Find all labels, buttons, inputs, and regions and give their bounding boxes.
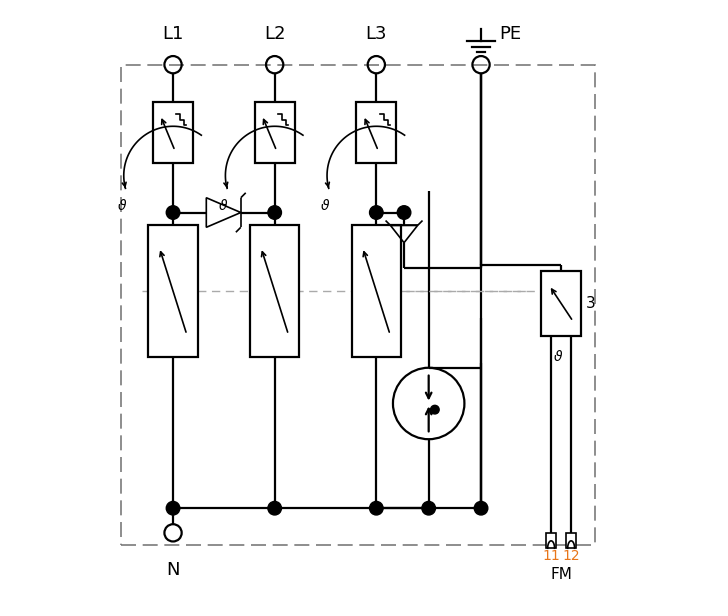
Bar	[352, 225, 401, 357]
Text: ϑ: ϑ	[118, 200, 126, 213]
Bar	[250, 225, 299, 357]
Text: L3: L3	[365, 25, 387, 43]
Text: FM: FM	[550, 567, 572, 582]
Circle shape	[268, 501, 282, 515]
Text: ϑ: ϑ	[219, 200, 228, 213]
Circle shape	[370, 206, 383, 219]
Circle shape	[430, 405, 439, 414]
Circle shape	[268, 206, 282, 219]
Text: ϑ: ϑ	[321, 200, 330, 213]
Bar	[255, 102, 295, 163]
Circle shape	[166, 206, 180, 219]
Text: L1: L1	[162, 25, 183, 43]
Bar	[546, 533, 556, 548]
Text: N: N	[166, 561, 180, 579]
Text: L2: L2	[264, 25, 285, 43]
Bar	[566, 533, 576, 548]
Circle shape	[370, 501, 383, 515]
Circle shape	[422, 501, 435, 515]
Text: 11: 11	[542, 549, 560, 563]
Text: 12: 12	[562, 549, 580, 563]
Bar	[149, 225, 198, 357]
Circle shape	[397, 206, 411, 219]
Bar	[121, 65, 595, 545]
Bar	[541, 271, 581, 336]
Circle shape	[474, 501, 488, 515]
Text: 3: 3	[586, 296, 596, 311]
Bar	[356, 102, 396, 163]
Bar	[153, 102, 193, 163]
Circle shape	[166, 501, 180, 515]
Text: PE: PE	[499, 25, 522, 43]
Text: ϑ: ϑ	[554, 351, 562, 364]
